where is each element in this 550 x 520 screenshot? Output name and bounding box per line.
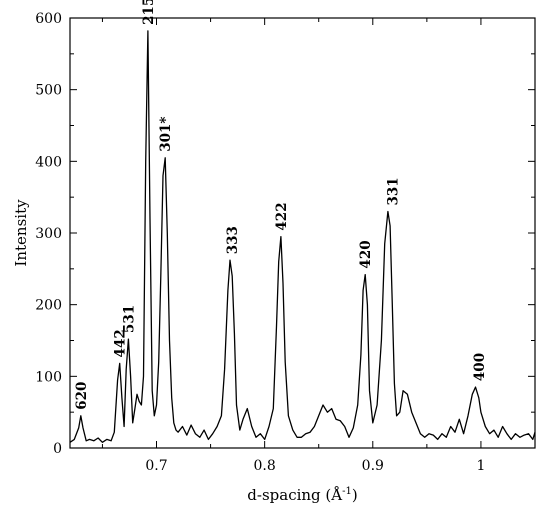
x-tick-label: 0.8 bbox=[254, 458, 276, 474]
y-tick-label: 100 bbox=[35, 369, 62, 385]
peak-label: 301* bbox=[158, 117, 174, 152]
peak-label: 215* bbox=[141, 0, 157, 25]
y-tick-label: 200 bbox=[35, 298, 62, 314]
x-axis-label-sup: -1 bbox=[342, 486, 352, 497]
x-axis-label-main: d-spacing (Å bbox=[247, 486, 342, 504]
peak-label: 420 bbox=[358, 240, 374, 268]
y-tick-label: 500 bbox=[35, 83, 62, 99]
x-tick-label: 1 bbox=[476, 458, 485, 474]
plot-frame bbox=[69, 17, 536, 449]
x-axis-label-close: ) bbox=[352, 486, 358, 504]
peak-label: 331 bbox=[385, 177, 401, 205]
peak-label: 531 bbox=[121, 305, 137, 333]
peak-label: 400 bbox=[472, 353, 488, 381]
y-tick-label: 600 bbox=[35, 11, 62, 27]
x-tick-label: 0.9 bbox=[362, 458, 384, 474]
peak-label: 442 bbox=[113, 329, 129, 357]
peak-label: 333 bbox=[225, 226, 241, 254]
peak-label: 620 bbox=[74, 382, 90, 410]
y-tick-label: 400 bbox=[35, 154, 62, 170]
series-line bbox=[69, 30, 536, 443]
x-tick-label: 0.7 bbox=[145, 458, 167, 474]
y-tick-label: 300 bbox=[35, 226, 62, 242]
y-tick-label: 0 bbox=[53, 441, 62, 457]
x-axis-label: d-spacing (Å-1) bbox=[247, 486, 357, 504]
peak-label: 422 bbox=[274, 202, 290, 230]
ticks-layer: 0 100 200 300 400 500 600 0.7 0.8 0.9 1 bbox=[35, 11, 536, 474]
y-axis-label: Intensity bbox=[12, 199, 30, 267]
